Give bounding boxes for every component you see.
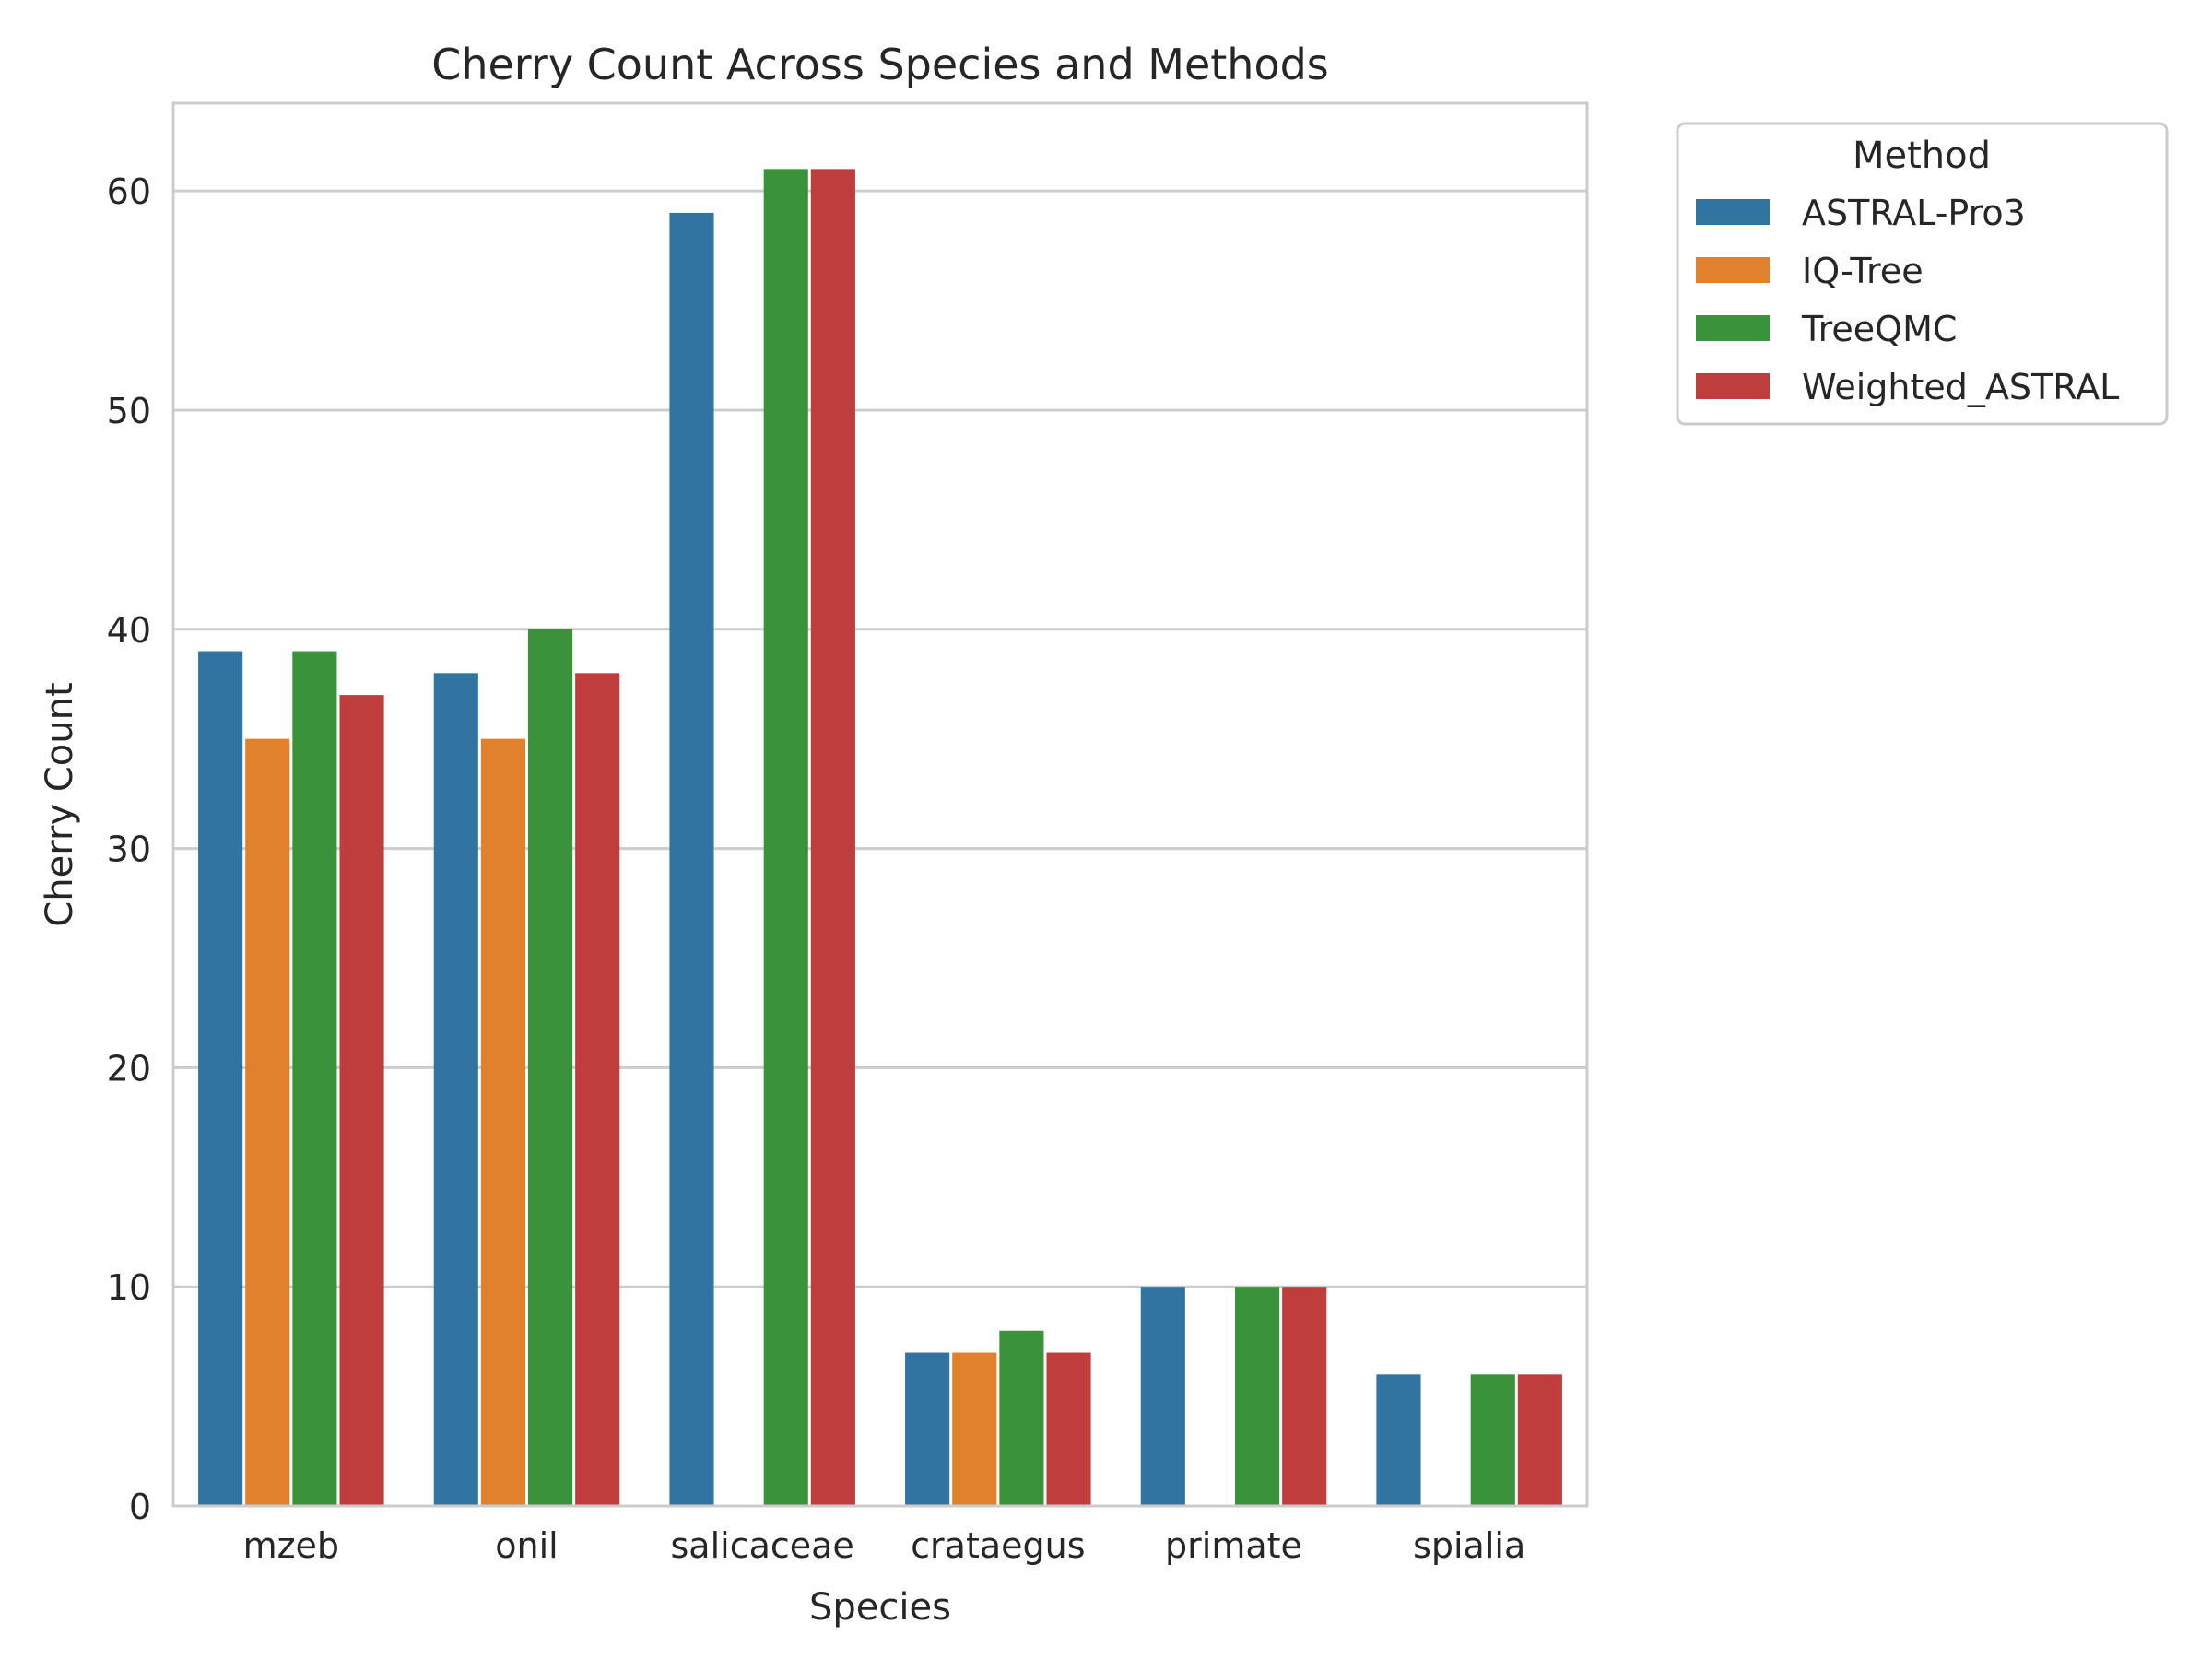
chart-title: Cherry Count Across Species and Methods bbox=[431, 40, 1329, 89]
x-tick-label: crataegus bbox=[911, 1525, 1085, 1566]
bar-salicaceae-weighted-astral bbox=[810, 169, 855, 1506]
bar-mzeb-weighted-astral bbox=[339, 695, 384, 1506]
legend-frame bbox=[1676, 122, 2169, 426]
bar-onil-treeqmc bbox=[528, 629, 573, 1506]
bar-mzeb-iq-tree bbox=[245, 738, 290, 1506]
bar-onil-iq-tree bbox=[480, 738, 525, 1506]
bar-salicaceae-astral-pro3 bbox=[669, 212, 714, 1506]
legend-swatch bbox=[1696, 373, 1770, 399]
y-tick-label: 50 bbox=[107, 391, 151, 431]
x-tick-label: spialia bbox=[1413, 1525, 1525, 1566]
bar-crataegus-weighted-astral bbox=[1046, 1352, 1091, 1506]
bar-mzeb-astral-pro3 bbox=[198, 651, 243, 1506]
y-tick-label: 60 bbox=[107, 171, 151, 212]
y-tick-label: 0 bbox=[129, 1487, 151, 1527]
y-tick-label: 20 bbox=[107, 1048, 151, 1088]
x-tick-label: salicaceae bbox=[671, 1525, 854, 1566]
plot-frame bbox=[171, 101, 1589, 1508]
y-tick-label: 30 bbox=[107, 830, 151, 870]
bar-crataegus-astral-pro3 bbox=[905, 1352, 950, 1506]
x-axis-label: Species bbox=[809, 1586, 951, 1629]
legend: Method ASTRAL-Pro3 IQ-Tree TreeQMC Weighted… bbox=[1676, 122, 2169, 426]
legend-title: Method bbox=[1853, 135, 1991, 177]
bar-crataegus-treeqmc bbox=[999, 1330, 1044, 1506]
y-tick-label: 40 bbox=[107, 610, 151, 651]
bar-mzeb-treeqmc bbox=[292, 651, 337, 1506]
bar-primate-treeqmc bbox=[1235, 1287, 1280, 1506]
bar-spialia-treeqmc bbox=[1470, 1374, 1515, 1506]
bar-crataegus-iq-tree bbox=[952, 1352, 997, 1506]
bar-primate-weighted-astral bbox=[1282, 1287, 1327, 1506]
legend-label: TreeQMC bbox=[1801, 309, 1957, 349]
x-tick-label: mzeb bbox=[243, 1525, 339, 1566]
legend-swatch bbox=[1696, 257, 1770, 283]
legend-swatch bbox=[1696, 315, 1770, 341]
legend-label: IQ-Tree bbox=[1802, 251, 1924, 291]
bar-salicaceae-treeqmc bbox=[763, 169, 808, 1506]
bar-spialia-astral-pro3 bbox=[1376, 1374, 1421, 1506]
bar-onil-astral-pro3 bbox=[433, 673, 478, 1506]
bar-primate-astral-pro3 bbox=[1140, 1287, 1185, 1506]
y-axis-label: Cherry Count bbox=[39, 682, 81, 926]
legend-label: ASTRAL-Pro3 bbox=[1802, 193, 2026, 233]
bar-spialia-weighted-astral bbox=[1517, 1374, 1562, 1506]
legend-label: Weighted_ASTRAL bbox=[1802, 367, 2119, 407]
x-tick-label: onil bbox=[495, 1525, 558, 1566]
bar-onil-weighted-astral bbox=[575, 673, 620, 1506]
y-tick-label: 10 bbox=[107, 1267, 151, 1308]
legend-swatch bbox=[1696, 199, 1770, 225]
x-tick-label: primate bbox=[1165, 1525, 1302, 1566]
